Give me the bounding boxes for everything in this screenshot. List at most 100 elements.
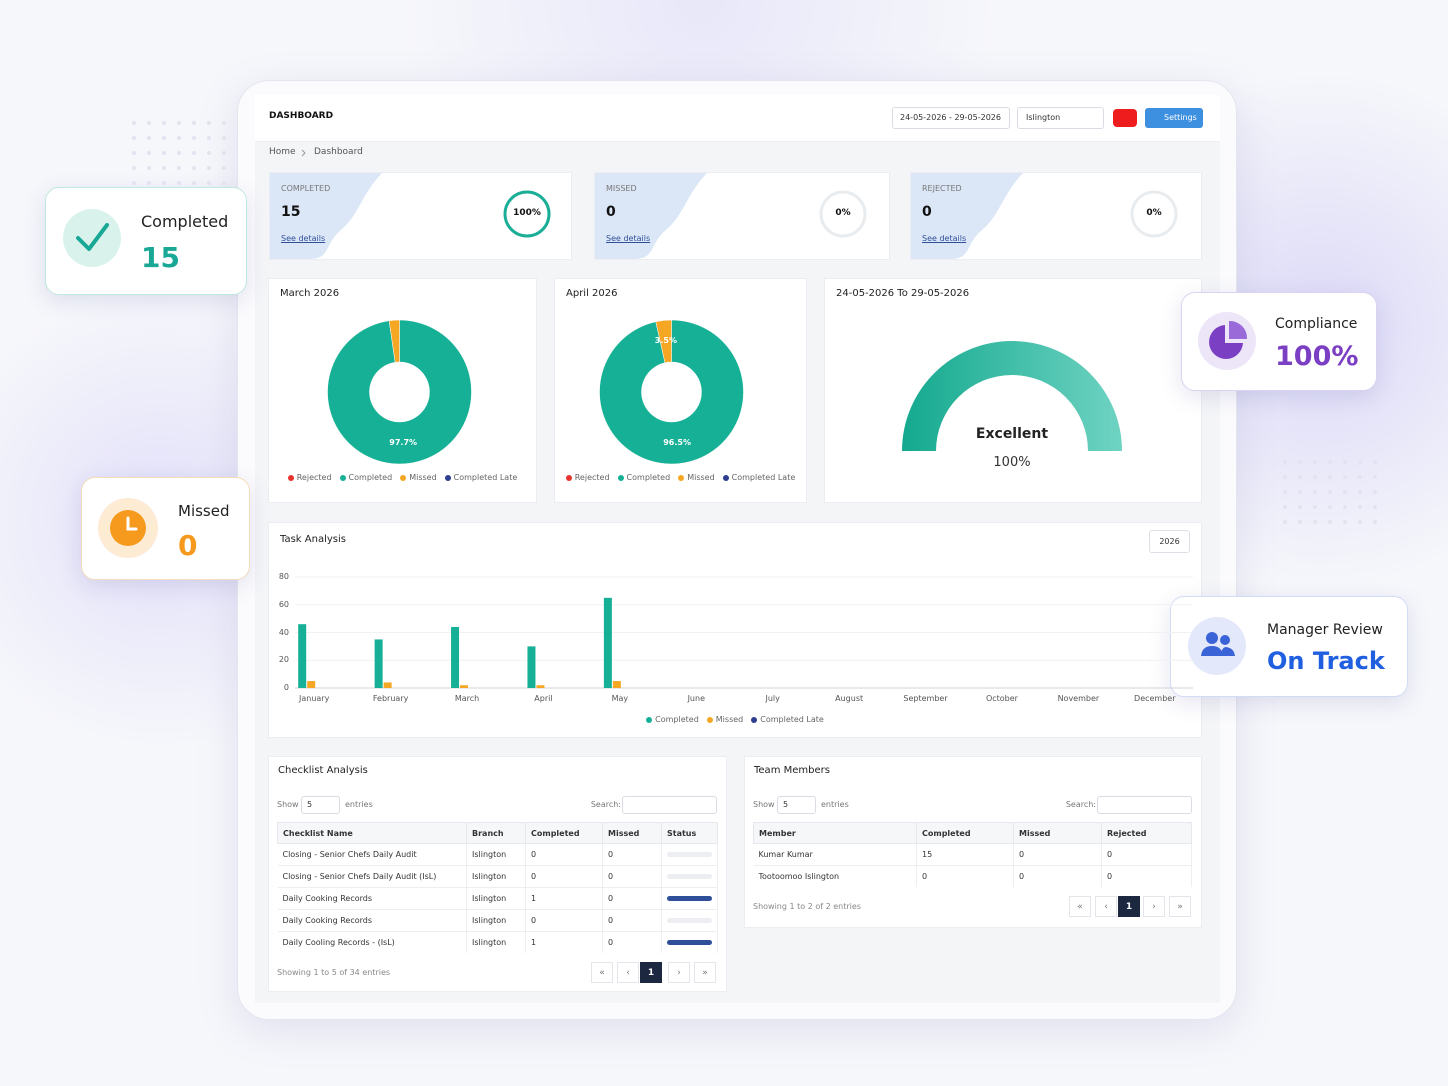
x-tick-label: December: [1134, 694, 1176, 704]
panel-title: Checklist Analysis: [278, 764, 368, 776]
location-select[interactable]: [1017, 107, 1104, 129]
table-cell: Closing - Senior Chefs Daily Audit (IsL): [277, 865, 467, 888]
table-row: Closing - Senior Chefs Daily Audit (IsL)…: [277, 865, 718, 888]
legend-dot: [722, 474, 729, 481]
column-header[interactable]: Rejected: [1101, 822, 1192, 844]
date-range[interactable]: 24-05-2026 - 29-05-2026: [900, 113, 1001, 123]
search-input[interactable]: [622, 796, 717, 814]
chart-title: April 2026: [566, 287, 618, 299]
floating-card: [1181, 292, 1377, 391]
page-size[interactable]: 5: [307, 800, 313, 810]
table-info: Showing 1 to 2 of 2 entries: [753, 902, 861, 912]
pagination-button[interactable]: ›: [1143, 896, 1165, 917]
year-filter[interactable]: [1149, 530, 1190, 553]
pagination-button[interactable]: 1: [640, 962, 662, 983]
decor-dot: [207, 181, 211, 185]
table-cell: 0: [602, 931, 662, 953]
header-row: Checklist Name Branch Completed Missed Statu…: [277, 822, 718, 844]
see-details[interactable]: See details: [606, 234, 651, 244]
floating-value: 100%: [1275, 341, 1359, 373]
y-tick-label: 60: [278, 599, 289, 609]
legend-dot: [751, 716, 758, 723]
column-header[interactable]: Status: [661, 822, 718, 844]
pagination-button[interactable]: ‹: [617, 962, 639, 983]
youtube-button[interactable]: [1113, 109, 1137, 127]
page-size[interactable]: 5: [783, 800, 789, 810]
decor-dot: [222, 121, 226, 125]
column-header[interactable]: Branch: [466, 822, 526, 844]
column-header[interactable]: Missed: [1013, 822, 1102, 844]
column-header[interactable]: Checklist Name: [277, 822, 467, 844]
stat-label: REJECTED: [922, 184, 962, 194]
table-row: Daily Cooking Records Islington 0 0: [277, 909, 718, 932]
column-header[interactable]: Completed: [525, 822, 603, 844]
date-range-input[interactable]: [892, 107, 1010, 129]
legend-label: Rejected: [574, 473, 610, 482]
pagination-button[interactable]: ‹: [1095, 896, 1117, 917]
panel: [554, 278, 807, 503]
pagination-button[interactable]: «: [1069, 896, 1091, 917]
table-cell: 0: [602, 843, 662, 866]
floating-label: Missed: [178, 501, 230, 520]
year-filter-label[interactable]: 2026: [1159, 537, 1180, 547]
see-details[interactable]: See details: [922, 234, 967, 244]
table-row: Daily Cooling Records - (IsL) Islington 1 0: [277, 931, 718, 953]
column-header[interactable]: Member: [753, 822, 917, 844]
decor-dot: [132, 181, 136, 185]
column-header[interactable]: Missed: [602, 822, 662, 844]
legend-item: Completed: [646, 715, 699, 724]
decor-dot: [147, 136, 151, 140]
page-size-select[interactable]: [777, 796, 816, 814]
search-input[interactable]: [1097, 796, 1192, 814]
pagination-button[interactable]: 1: [1118, 896, 1140, 917]
decor-dot: [177, 166, 181, 170]
settings-label[interactable]: Settings: [1164, 113, 1197, 123]
panel: [268, 522, 1202, 738]
table-cell: Daily Cooling Records - (IsL): [277, 931, 467, 953]
decor-dot: [207, 166, 211, 170]
x-tick-label: November: [1057, 694, 1100, 704]
pagination-button[interactable]: ›: [668, 962, 690, 983]
table-cell: 0: [602, 887, 662, 910]
settings-button[interactable]: [1145, 108, 1203, 128]
decor-dot: [162, 151, 166, 155]
decor-dot: [1373, 490, 1377, 494]
table-cell: 1: [525, 887, 603, 910]
table-cell: Islington: [466, 887, 526, 910]
status-cell: [661, 909, 718, 932]
pagination-button[interactable]: »: [1169, 896, 1191, 917]
chart-title: 24-05-2026 To 29-05-2026: [836, 287, 970, 299]
decor-dot: [162, 181, 166, 185]
pagination-button[interactable]: »: [694, 962, 716, 983]
legend-dot: [400, 474, 407, 481]
status-bar: [667, 852, 712, 857]
decor-dot: [1328, 490, 1332, 494]
decor-dot: [207, 151, 211, 155]
status-cell: [661, 887, 718, 910]
location[interactable]: Islington: [1026, 113, 1061, 123]
decor-dot: [1358, 505, 1362, 509]
decor-dot: [1328, 505, 1332, 509]
decor-dot: [1298, 460, 1302, 464]
table-row: Tootoomoo Islington 0 0 0: [753, 865, 1192, 887]
legend-label: Completed: [348, 473, 393, 482]
table-cell: Islington: [466, 909, 526, 932]
see-details[interactable]: See details: [281, 234, 326, 244]
legend-label: Completed: [655, 715, 699, 724]
header-row: Member Completed Missed Rejected: [753, 822, 1192, 844]
legend-dot: [565, 474, 572, 481]
page-title: DASHBOARD: [269, 111, 334, 122]
progress-label: 0%: [835, 208, 851, 219]
decor-dot: [192, 166, 196, 170]
legend-dot: [678, 474, 685, 481]
breadcrumb-home[interactable]: Home: [269, 147, 296, 158]
pagination-button[interactable]: «: [591, 962, 613, 983]
status-bar: [667, 940, 712, 945]
decor-dot: [1343, 505, 1347, 509]
show-label: Show: [277, 800, 299, 810]
status-cell: [661, 843, 718, 866]
decor-dot: [1283, 505, 1287, 509]
decor-dot: [1298, 520, 1302, 524]
page-size-select[interactable]: [301, 796, 340, 814]
column-header[interactable]: Completed: [916, 822, 1014, 844]
